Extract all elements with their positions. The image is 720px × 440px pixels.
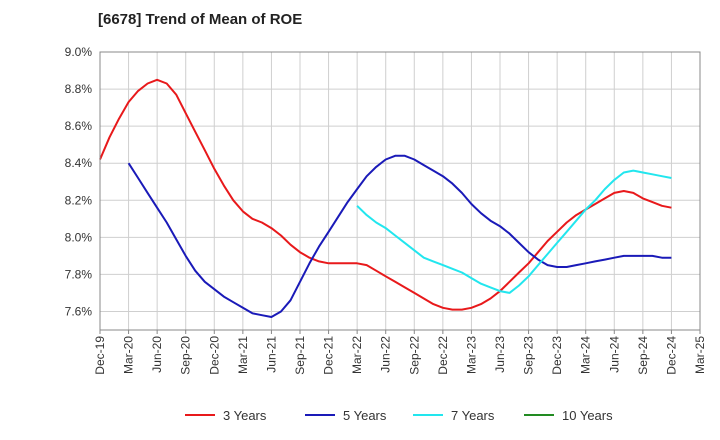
x-tick-label: Mar-24 (579, 336, 593, 374)
x-tick-label: Sep-20 (179, 336, 193, 375)
x-tick-label: Dec-20 (207, 336, 221, 375)
x-tick-label: Jun-21 (264, 336, 278, 373)
x-tick-label: Jun-23 (493, 336, 507, 373)
series-lines (99, 78, 672, 318)
x-tick-label: Jun-22 (379, 336, 393, 373)
series-line-3-years (99, 78, 672, 311)
legend-label: 5 Years (343, 408, 387, 423)
y-tick-label: 7.6% (65, 304, 93, 318)
y-tick-label: 8.8% (65, 82, 93, 96)
x-tick-label: Mar-20 (122, 336, 136, 374)
x-tick-label: Dec-21 (322, 336, 336, 375)
y-tick-label: 8.0% (65, 230, 93, 244)
x-tick-label: Dec-24 (664, 336, 678, 375)
chart-title: [6678] Trend of Mean of ROE (98, 11, 302, 28)
plot-frame (99, 51, 701, 331)
x-tick-label: Dec-23 (550, 336, 564, 375)
grid-lines (99, 51, 701, 330)
x-tick-label: Mar-23 (464, 336, 478, 374)
y-tick-label: 8.2% (65, 193, 93, 207)
x-tick-label: Sep-24 (636, 336, 650, 375)
x-tick-label: Dec-19 (93, 336, 107, 375)
x-tick-label: Jun-20 (150, 336, 164, 373)
x-tick-label: Mar-22 (350, 336, 364, 374)
y-tick-label: 9.0% (65, 45, 93, 59)
x-tick-label: Sep-21 (293, 336, 307, 375)
x-tick-label: Dec-22 (436, 336, 450, 375)
y-tick-label: 8.4% (65, 156, 93, 170)
x-tick-label: Jun-24 (607, 336, 621, 373)
x-tick-label: Mar-25 (693, 336, 707, 374)
x-tick-label: Mar-21 (236, 336, 250, 374)
y-tick-label: 8.6% (65, 119, 93, 133)
x-axis-ticks: Dec-19 Mar-20 Jun-20 Sep-20 Dec-20 Mar-21 Jun-… (93, 330, 707, 375)
x-tick-label: Sep-23 (522, 336, 536, 375)
y-axis-ticks: 7.6% 7.8% 8.0% 8.2% 8.4% 8.6% 8.8% 9.0% (65, 45, 93, 318)
legend: 3 Years 5 Years 7 Years 10 Years (185, 408, 613, 423)
series-line-7-years (356, 169, 672, 294)
legend-label: 7 Years (451, 408, 495, 423)
legend-label: 3 Years (223, 408, 267, 423)
legend-label: 10 Years (562, 408, 613, 423)
y-tick-label: 7.8% (65, 267, 93, 281)
series-line-5-years (127, 154, 672, 318)
x-tick-label: Sep-22 (407, 336, 421, 375)
